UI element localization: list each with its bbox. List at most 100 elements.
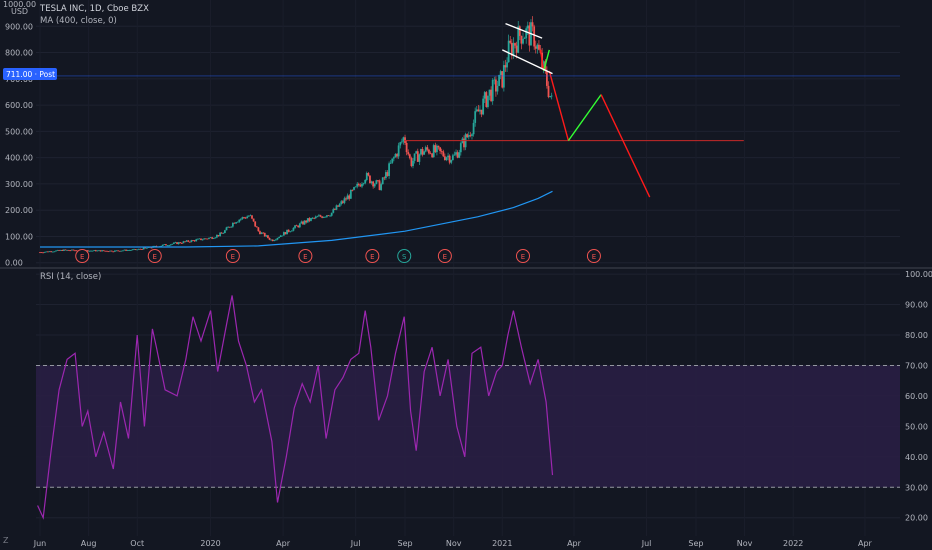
candle-body: [423, 151, 426, 155]
earnings-marker-label: S: [402, 253, 407, 261]
candle-body: [222, 232, 225, 234]
candle-body: [399, 142, 402, 146]
candle-body: [74, 250, 76, 252]
price-badge-text: 711.00 · Post: [6, 70, 55, 79]
candle-body: [184, 241, 186, 243]
price-badge: [3, 68, 57, 80]
candle-body: [244, 217, 247, 219]
candle-body: [110, 250, 113, 252]
rsi-band-layer: [36, 364, 900, 488]
candle-body: [239, 218, 242, 220]
candle-body: [123, 249, 126, 251]
candle-body: [209, 237, 212, 239]
candle-body: [479, 109, 481, 112]
ma-legend[interactable]: MA (400, close, 0): [40, 16, 117, 26]
price-tick-label: 600.00: [5, 101, 33, 110]
candle-body: [289, 231, 292, 233]
candle-body: [359, 185, 362, 187]
candle-body: [212, 238, 215, 240]
candle-body: [118, 250, 121, 252]
candle-body: [193, 240, 196, 242]
symbol-title[interactable]: TESLA INC, 1D, Cboe BZX: [39, 4, 149, 14]
candle-body: [504, 65, 507, 68]
candle-body: [538, 44, 540, 50]
candle-body: [247, 215, 250, 217]
candle-body: [349, 189, 352, 199]
candle-body: [378, 180, 381, 190]
candle-body: [340, 201, 343, 204]
candle-body: [67, 249, 70, 251]
overlay-lines: [36, 22, 900, 520]
currency-top-label: 1000.00: [3, 0, 36, 9]
candle-body: [381, 177, 384, 185]
candle-body: [72, 249, 75, 251]
candle-body: [179, 242, 182, 244]
candle-body: [91, 250, 94, 252]
candle-body: [297, 225, 300, 228]
candle-body: [501, 71, 504, 88]
candle-body: [466, 134, 469, 138]
candle-body: [509, 40, 512, 43]
candle-body: [141, 249, 143, 250]
candle-body: [203, 238, 206, 240]
candle-body: [295, 225, 298, 227]
candle-body: [408, 154, 411, 159]
candle-body: [364, 179, 367, 184]
candle-body: [356, 183, 359, 187]
corner-z-label[interactable]: Z: [3, 536, 9, 545]
candle-body: [373, 184, 376, 187]
candle-body: [235, 222, 237, 224]
candle-body: [177, 242, 180, 245]
candle-body: [39, 252, 41, 254]
candle-body: [437, 145, 440, 148]
candle-body: [104, 250, 107, 252]
candle-body: [426, 147, 429, 150]
candle-body: [351, 189, 354, 191]
time-tick-label: 2022: [783, 539, 803, 548]
candle-body: [45, 251, 48, 253]
candle-body: [324, 216, 327, 218]
candle-body: [456, 152, 459, 158]
candle-body: [436, 145, 438, 153]
candle-body: [251, 215, 253, 219]
price-tick-label: 300.00: [5, 180, 33, 189]
candle-body: [455, 152, 457, 155]
candle-body: [271, 239, 274, 242]
candle-body: [361, 184, 363, 187]
candle-body: [257, 227, 260, 232]
candle-body: [165, 244, 167, 246]
earnings-marker-label: E: [370, 253, 374, 261]
candle-body: [440, 151, 443, 152]
candle-body: [536, 44, 539, 49]
candle-body: [463, 138, 465, 148]
earnings-marker-circle: [225, 249, 240, 263]
candle-body: [224, 230, 226, 233]
price-tick-label: 800.00: [5, 49, 33, 58]
candle-body: [279, 235, 282, 238]
rsi-tick-label: 100.00: [905, 270, 932, 279]
candle-body: [231, 222, 234, 227]
rsi-legend[interactable]: RSI (14, close): [40, 272, 101, 282]
candle-body: [94, 250, 97, 252]
time-tick-label: Nov: [446, 539, 462, 548]
candle-body: [278, 237, 280, 238]
price-tick-label: 100.00: [5, 232, 33, 241]
candle-body: [321, 216, 324, 218]
time-tick-label: Apr: [276, 539, 291, 548]
candle-body: [525, 28, 528, 39]
candle-body: [40, 252, 43, 254]
candle-body: [482, 98, 485, 115]
candle-body: [220, 232, 223, 234]
candle-body: [515, 45, 518, 53]
earnings-marker-label: E: [303, 253, 307, 261]
candle-body: [477, 109, 480, 112]
candle-body: [510, 42, 513, 56]
time-tick-label: Jul: [350, 539, 361, 548]
time-tick-label: Apr: [858, 539, 873, 548]
earnings-marker-circle: [437, 249, 452, 263]
candle-body: [281, 235, 284, 237]
candle-body: [453, 154, 456, 156]
candle-body: [287, 229, 290, 232]
candle-body: [534, 46, 537, 49]
candle-body: [188, 241, 191, 243]
